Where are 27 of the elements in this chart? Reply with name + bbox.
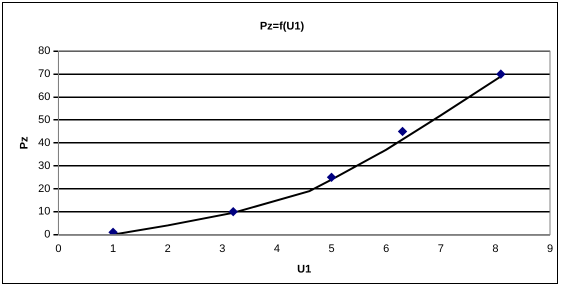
y-tick-label: 10 [38, 206, 50, 218]
x-axis-title: U1 [297, 263, 312, 276]
y-axis-title: Pz [18, 136, 31, 150]
x-tick-label: 6 [383, 243, 390, 256]
y-tick-label: 20 [38, 182, 50, 195]
point [398, 126, 408, 136]
x-tick-label: 1 [110, 243, 116, 256]
point [496, 70, 506, 79]
x-tick-label: 4 [274, 243, 280, 256]
x-tick-label: 5 [328, 243, 335, 256]
y-tick-label: 60 [38, 91, 50, 104]
y-tick-label: 40 [38, 136, 50, 149]
x-tick-label: 9 [546, 243, 554, 256]
x-tick-label: 7 [438, 243, 444, 256]
x-tick-label: 0 [55, 243, 62, 256]
x-tick-label: 2 [164, 243, 171, 256]
point [327, 172, 336, 182]
point [228, 207, 238, 216]
y-tick-label: 30 [38, 160, 50, 172]
y-tick-label: 80 [38, 45, 50, 58]
x-tick-label: 3 [219, 243, 226, 256]
y-tick-label: 70 [38, 68, 50, 80]
chart-title: Pz=f(U1) [260, 20, 304, 33]
x-tick-label: 8 [492, 243, 498, 256]
y-tick-label: 0 [44, 228, 50, 241]
point [108, 228, 118, 235]
y-tick-label: 50 [38, 114, 50, 126]
